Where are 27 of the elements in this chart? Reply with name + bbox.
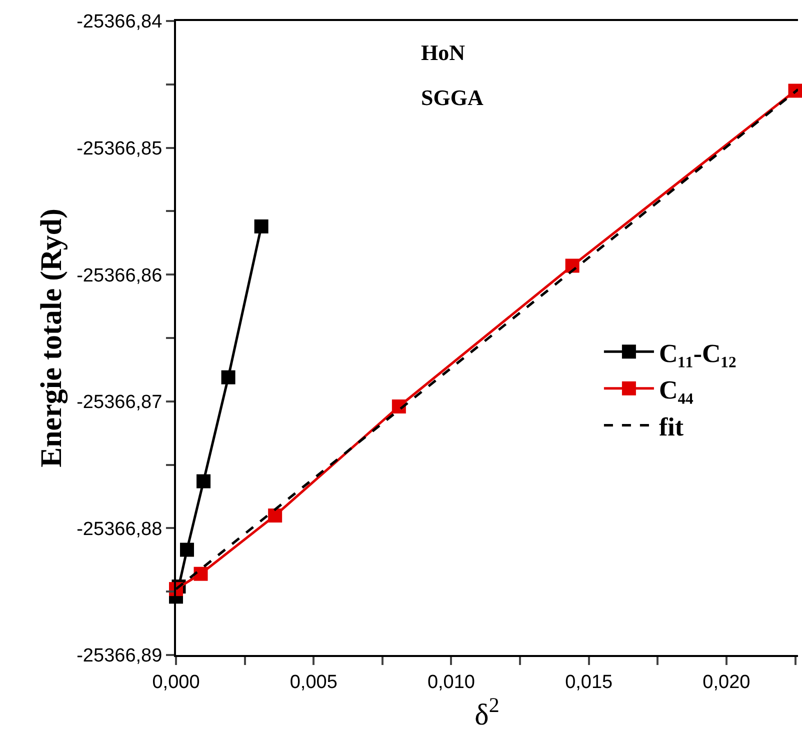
- annotation: SGGA: [421, 85, 484, 110]
- y-tick-label: -25366,89: [76, 646, 162, 667]
- point: [268, 508, 282, 523]
- y-tick-label: -25366,84: [76, 12, 163, 33]
- annotation: HoN: [421, 40, 466, 65]
- x-axis-title: δ$^{2}$: [474, 692, 500, 732]
- point: [221, 370, 236, 384]
- legend-label: C₁₁-C₁₂: [658, 338, 737, 368]
- x-tick-label: 0,015: [565, 672, 613, 693]
- y-tick-label: -25366,87: [76, 392, 162, 414]
- y-tick-label: -25366,88: [76, 518, 162, 540]
- point: [254, 219, 268, 234]
- point: [788, 84, 802, 98]
- x-tick-label: 0,005: [290, 672, 338, 693]
- point: [392, 399, 406, 414]
- x-tick-label: 0,020: [702, 672, 750, 693]
- legend-label: fit: [658, 412, 684, 442]
- point: [565, 258, 580, 273]
- point: [194, 566, 208, 581]
- x-tick-label: 0,000: [152, 672, 200, 693]
- x-tick-label: 0,010: [427, 672, 475, 693]
- point: [196, 474, 211, 488]
- point: [180, 542, 194, 557]
- y-axis-title: Energie totale (Ryd): [35, 208, 68, 468]
- y-tick-label: -25366,85: [76, 138, 162, 160]
- legend-label: C₄₄: [658, 376, 694, 405]
- y-tick-label: -25366,86: [76, 265, 162, 286]
